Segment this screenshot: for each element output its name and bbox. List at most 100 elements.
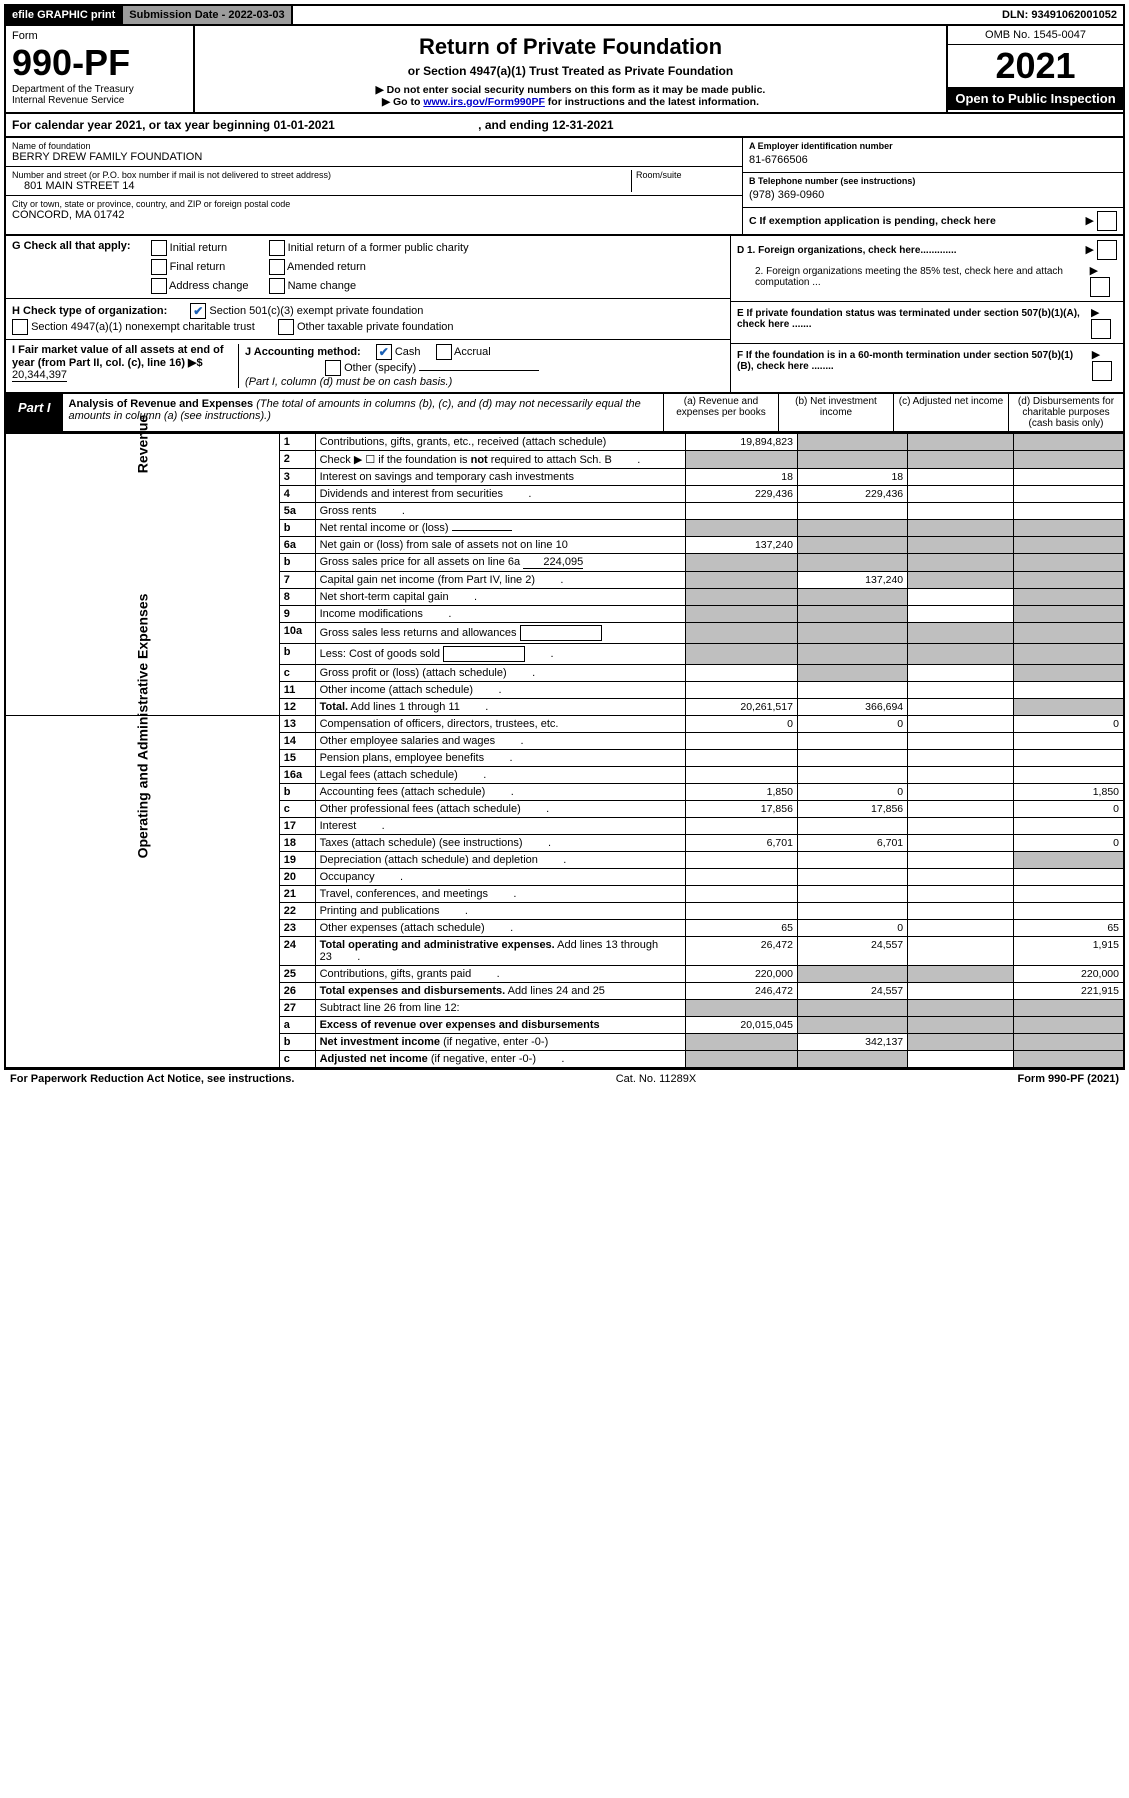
value-cell: 1,850 (1013, 784, 1124, 801)
initial-former-checkbox[interactable] (269, 240, 285, 256)
d1-checkbox[interactable] (1097, 240, 1117, 260)
e-checkbox[interactable] (1091, 319, 1111, 339)
value-cell (1013, 623, 1124, 644)
line-number: 26 (279, 983, 315, 1000)
table-row: Revenue1Contributions, gifts, grants, et… (5, 434, 1124, 451)
line-description: Gross rents (315, 503, 685, 520)
line-number: 13 (279, 716, 315, 733)
value-cell (1013, 644, 1124, 665)
line-number: b (279, 520, 315, 537)
value-cell: 246,472 (685, 983, 797, 1000)
value-cell (908, 966, 1014, 983)
line-description: Interest (315, 818, 685, 835)
value-cell (908, 767, 1014, 784)
note-link: ▶ Go to www.irs.gov/Form990PF for instru… (199, 96, 942, 108)
value-cell: 137,240 (685, 537, 797, 554)
h-row: H Check type of organization: Section 50… (12, 303, 724, 335)
line-number: 11 (279, 682, 315, 699)
d2-row: 2. Foreign organizations meeting the 85%… (737, 264, 1117, 297)
dept-label: Department of the Treasury (12, 84, 187, 95)
value-cell (685, 903, 797, 920)
value-cell (685, 1000, 797, 1017)
line-description: Contributions, gifts, grants, etc., rece… (315, 434, 685, 451)
value-cell: 1,850 (685, 784, 797, 801)
value-cell: 26,472 (685, 937, 797, 966)
value-cell (797, 665, 907, 682)
value-cell (797, 903, 907, 920)
line-description: Interest on savings and temporary cash i… (315, 469, 685, 486)
value-cell: 17,856 (685, 801, 797, 818)
value-cell (908, 1034, 1014, 1051)
value-cell (908, 469, 1014, 486)
value-cell: 0 (797, 784, 907, 801)
accrual-checkbox[interactable] (436, 344, 452, 360)
other-method-checkbox[interactable] (325, 360, 341, 376)
value-cell (1013, 1051, 1124, 1069)
ein-row: A Employer identification number 81-6766… (743, 138, 1123, 173)
line-number: 22 (279, 903, 315, 920)
value-cell (797, 644, 907, 665)
value-cell: 17,856 (797, 801, 907, 818)
value-cell (797, 886, 907, 903)
value-cell (1013, 486, 1124, 503)
value-cell (685, 682, 797, 699)
value-cell (908, 434, 1014, 451)
line-description: Capital gain net income (from Part IV, l… (315, 572, 685, 589)
d2-checkbox[interactable] (1090, 277, 1110, 297)
value-cell (1013, 1000, 1124, 1017)
initial-return-checkbox[interactable] (151, 240, 167, 256)
line-description: Printing and publications (315, 903, 685, 920)
value-cell (685, 665, 797, 682)
value-cell (908, 1000, 1014, 1017)
final-return-checkbox[interactable] (151, 259, 167, 275)
form-header: Form 990-PF Department of the Treasury I… (4, 26, 1125, 114)
501c3-checkbox[interactable] (190, 303, 206, 319)
irs-link[interactable]: www.irs.gov/Form990PF (423, 96, 545, 108)
value-cell (908, 784, 1014, 801)
line-number: 6a (279, 537, 315, 554)
value-cell: 0 (797, 716, 907, 733)
top-bar: efile GRAPHIC print Submission Date - 20… (4, 4, 1125, 26)
line-number: 21 (279, 886, 315, 903)
line-description: Gross sales price for all assets on line… (315, 554, 685, 572)
line-description: Dividends and interest from securities (315, 486, 685, 503)
line-description: Accounting fees (attach schedule) (315, 784, 685, 801)
line-description: Travel, conferences, and meetings (315, 886, 685, 903)
table-row: Operating and Administrative Expenses13C… (5, 716, 1124, 733)
value-cell: 1,915 (1013, 937, 1124, 966)
name-change-checkbox[interactable] (269, 278, 285, 294)
4947-checkbox[interactable] (12, 319, 28, 335)
line-number: 2 (279, 451, 315, 469)
irs-label: Internal Revenue Service (12, 95, 187, 106)
value-cell: 220,000 (685, 966, 797, 983)
value-cell (685, 572, 797, 589)
line-description: Gross profit or (loss) (attach schedule) (315, 665, 685, 682)
value-cell: 24,557 (797, 937, 907, 966)
line-number: 15 (279, 750, 315, 767)
value-cell: 137,240 (797, 572, 907, 589)
address: 801 MAIN STREET 14 (12, 180, 631, 192)
header-right: OMB No. 1545-0047 2021 Open to Public In… (946, 26, 1123, 112)
value-cell (1013, 589, 1124, 606)
line-description: Net short-term capital gain (315, 589, 685, 606)
value-cell (908, 716, 1014, 733)
line-description: Depreciation (attach schedule) and deple… (315, 852, 685, 869)
c-checkbox[interactable] (1097, 211, 1117, 231)
line-number: 1 (279, 434, 315, 451)
value-cell (1013, 767, 1124, 784)
line-number: 10a (279, 623, 315, 644)
address-change-checkbox[interactable] (151, 278, 167, 294)
f-checkbox[interactable] (1092, 361, 1112, 381)
value-cell: 0 (1013, 716, 1124, 733)
value-cell (797, 966, 907, 983)
other-taxable-checkbox[interactable] (278, 319, 294, 335)
amended-return-checkbox[interactable] (269, 259, 285, 275)
value-cell (797, 451, 907, 469)
value-cell (908, 503, 1014, 520)
value-cell (797, 852, 907, 869)
line-number: 14 (279, 733, 315, 750)
value-cell (908, 852, 1014, 869)
col-d-header: (d) Disbursements for charitable purpose… (1008, 394, 1123, 431)
expenses-section-label: Operating and Administrative Expenses (5, 716, 279, 1069)
cash-checkbox[interactable] (376, 344, 392, 360)
